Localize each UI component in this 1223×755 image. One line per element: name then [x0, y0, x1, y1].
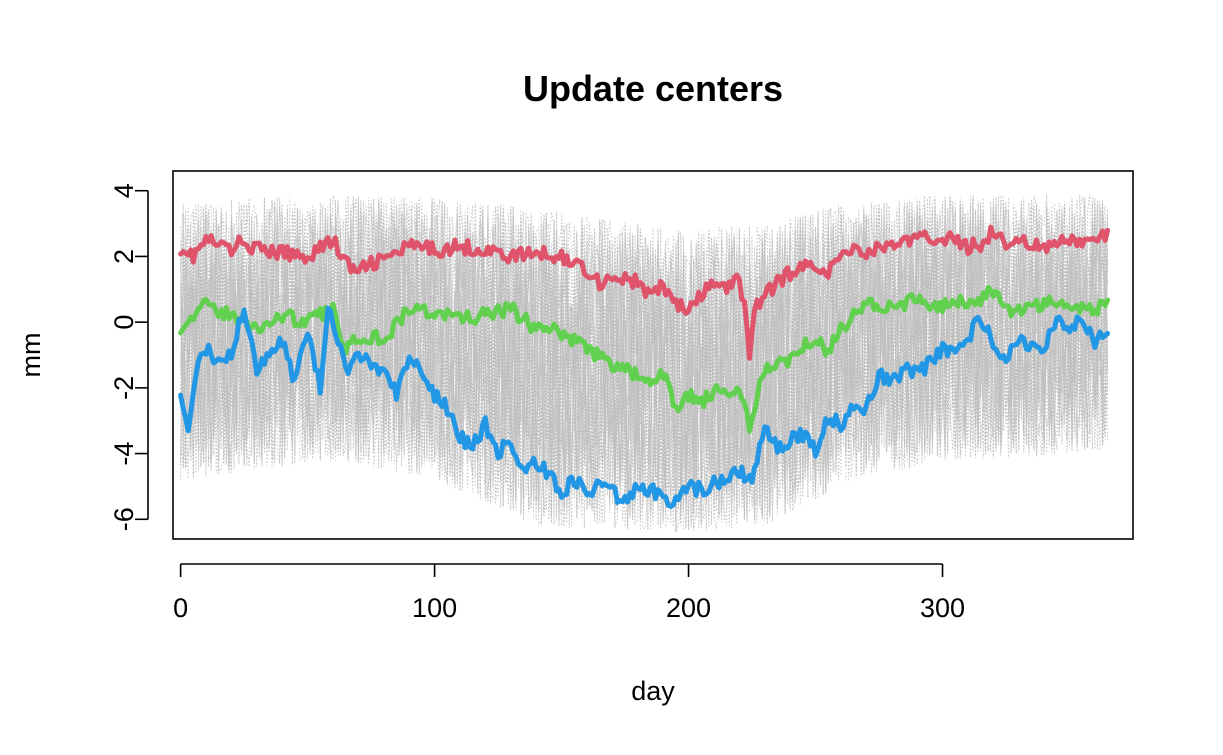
series-line-3 — [178, 305, 1111, 509]
background-trace — [180, 195, 1109, 528]
y-axis: -6 -4 -2 0 2 4 — [109, 183, 149, 531]
background-trace — [180, 195, 1109, 531]
y-tick-label: 2 — [109, 249, 139, 264]
y-tick-label: 0 — [109, 315, 139, 330]
y-tick-label: -2 — [109, 376, 139, 400]
x-tick-label: 300 — [920, 593, 965, 623]
background-trace — [180, 197, 1109, 531]
y-tick-label: -4 — [109, 442, 139, 466]
series-line-2 — [178, 285, 1111, 434]
y-tick-label: -6 — [109, 507, 139, 531]
background-trace — [180, 196, 1109, 527]
background-trace — [180, 201, 1109, 526]
x-tick-label: 0 — [173, 593, 188, 623]
y-axis-label: mm — [16, 333, 46, 378]
chart-title: Update centers — [523, 68, 783, 109]
background-trace — [180, 196, 1109, 525]
plot-area-frame — [172, 170, 1134, 540]
x-tick-label: 100 — [412, 593, 457, 623]
y-tick-label: 4 — [109, 183, 139, 198]
background-trace — [180, 197, 1109, 530]
series-line-1 — [178, 224, 1111, 361]
x-axis-label: day — [631, 676, 675, 706]
x-axis: 0 100 200 300 — [173, 563, 965, 623]
series-group — [178, 224, 1111, 509]
x-tick-label: 200 — [666, 593, 711, 623]
